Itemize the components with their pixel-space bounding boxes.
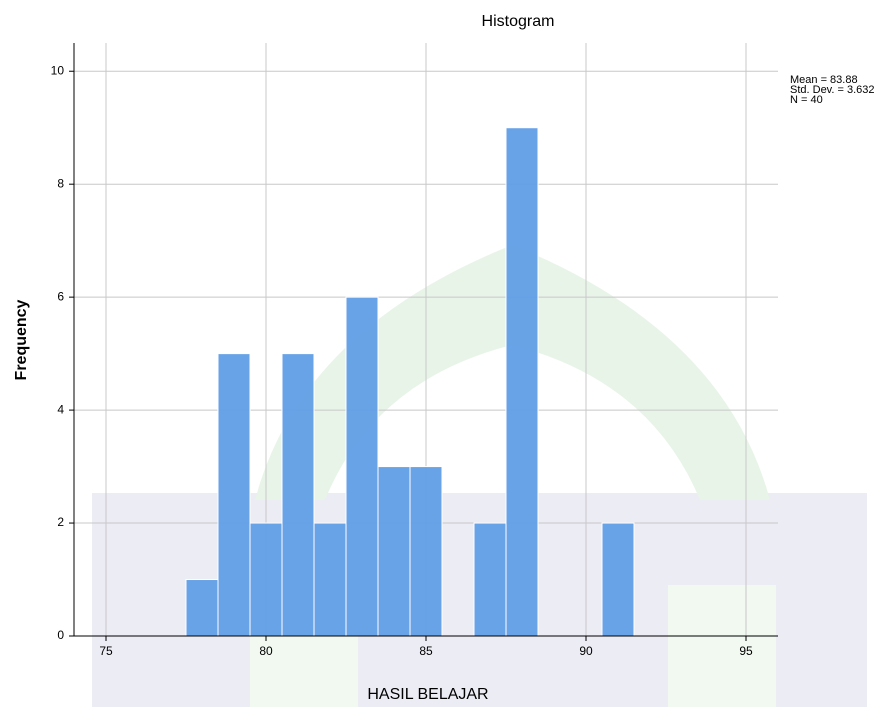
watermark: [92, 245, 867, 707]
bar: [217, 353, 251, 637]
x-tick-label: 75: [99, 644, 113, 658]
y-tick-label: 8: [57, 176, 64, 190]
chart-title: Histogram: [482, 13, 555, 30]
bar: [505, 127, 539, 637]
y-tick-label: 10: [51, 63, 65, 77]
bar: [281, 353, 315, 637]
stats-annotation: Std. Dev. = 3.632: [790, 84, 875, 96]
bar: [249, 522, 283, 637]
bar: [601, 522, 635, 637]
bar: [345, 296, 379, 637]
y-axis-label: Frequency: [13, 299, 30, 380]
bar: [409, 466, 443, 637]
x-tick-label: 90: [579, 644, 593, 658]
x-tick-label: 95: [739, 644, 753, 658]
bar: [473, 522, 507, 637]
stats-annotation: N = 40: [790, 94, 823, 106]
y-tick-label: 6: [57, 289, 64, 303]
y-tick-label: 4: [57, 402, 64, 416]
x-axis-label: HASIL BELAJAR: [367, 686, 488, 703]
stats-annotation: Mean = 83.88: [790, 74, 858, 86]
y-tick-label: 2: [57, 515, 64, 529]
bar: [313, 522, 347, 637]
y-tick-label: 0: [57, 628, 64, 642]
bar: [377, 466, 411, 637]
x-tick-label: 80: [259, 644, 273, 658]
x-tick-label: 85: [419, 644, 433, 658]
bar: [185, 579, 219, 637]
